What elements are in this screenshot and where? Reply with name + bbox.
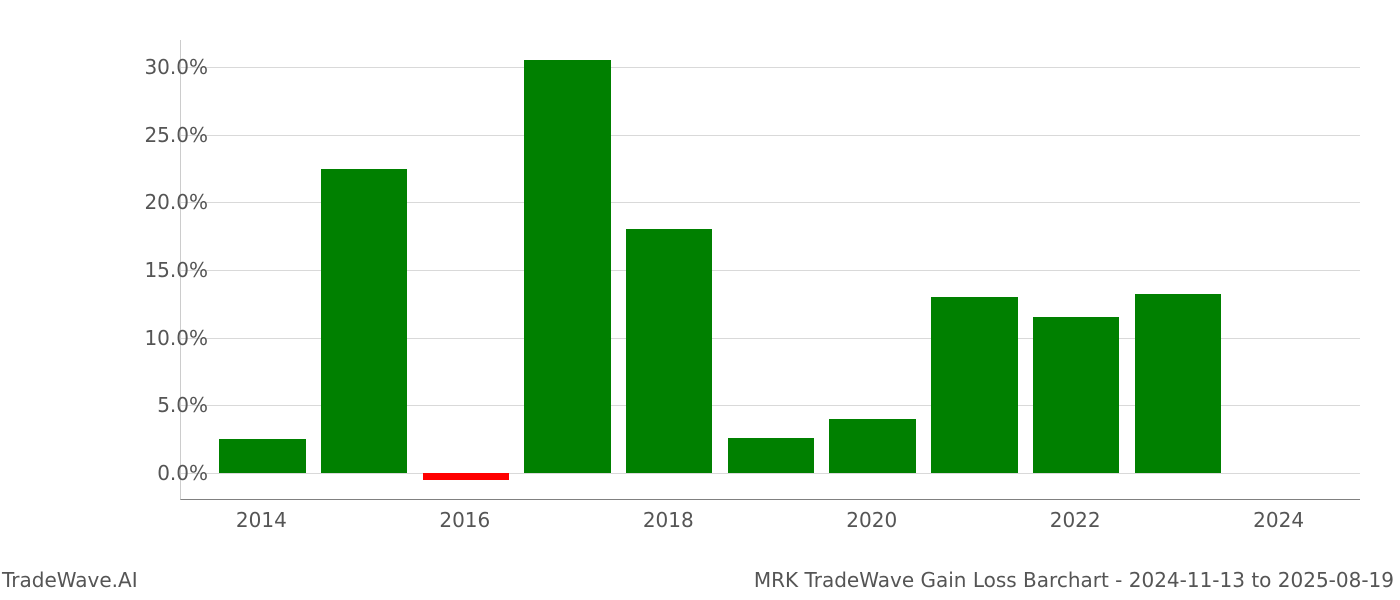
gridline [181,473,1360,474]
bar [1135,294,1221,473]
y-tick-label: 30.0% [144,55,208,79]
x-tick-label: 2018 [643,508,694,532]
chart-plot-area [180,40,1360,500]
footer-left-text: TradeWave.AI [2,568,138,592]
bar [524,60,610,473]
y-tick-label: 20.0% [144,190,208,214]
y-tick-label: 0.0% [157,461,208,485]
y-tick-label: 10.0% [144,326,208,350]
plot-region [180,40,1360,500]
bar [423,473,509,480]
bar [219,439,305,473]
bar [626,229,712,473]
footer-right-text: MRK TradeWave Gain Loss Barchart - 2024-… [754,568,1394,592]
gridline [181,67,1360,68]
x-tick-label: 2024 [1253,508,1304,532]
bar [321,169,407,473]
y-tick-label: 15.0% [144,258,208,282]
bar [931,297,1017,473]
x-tick-label: 2020 [846,508,897,532]
bar [829,419,915,473]
bar [728,438,814,473]
x-tick-label: 2016 [439,508,490,532]
y-tick-label: 5.0% [157,393,208,417]
x-tick-label: 2014 [236,508,287,532]
y-tick-label: 25.0% [144,123,208,147]
gridline [181,135,1360,136]
bar [1033,317,1119,473]
x-tick-label: 2022 [1050,508,1101,532]
